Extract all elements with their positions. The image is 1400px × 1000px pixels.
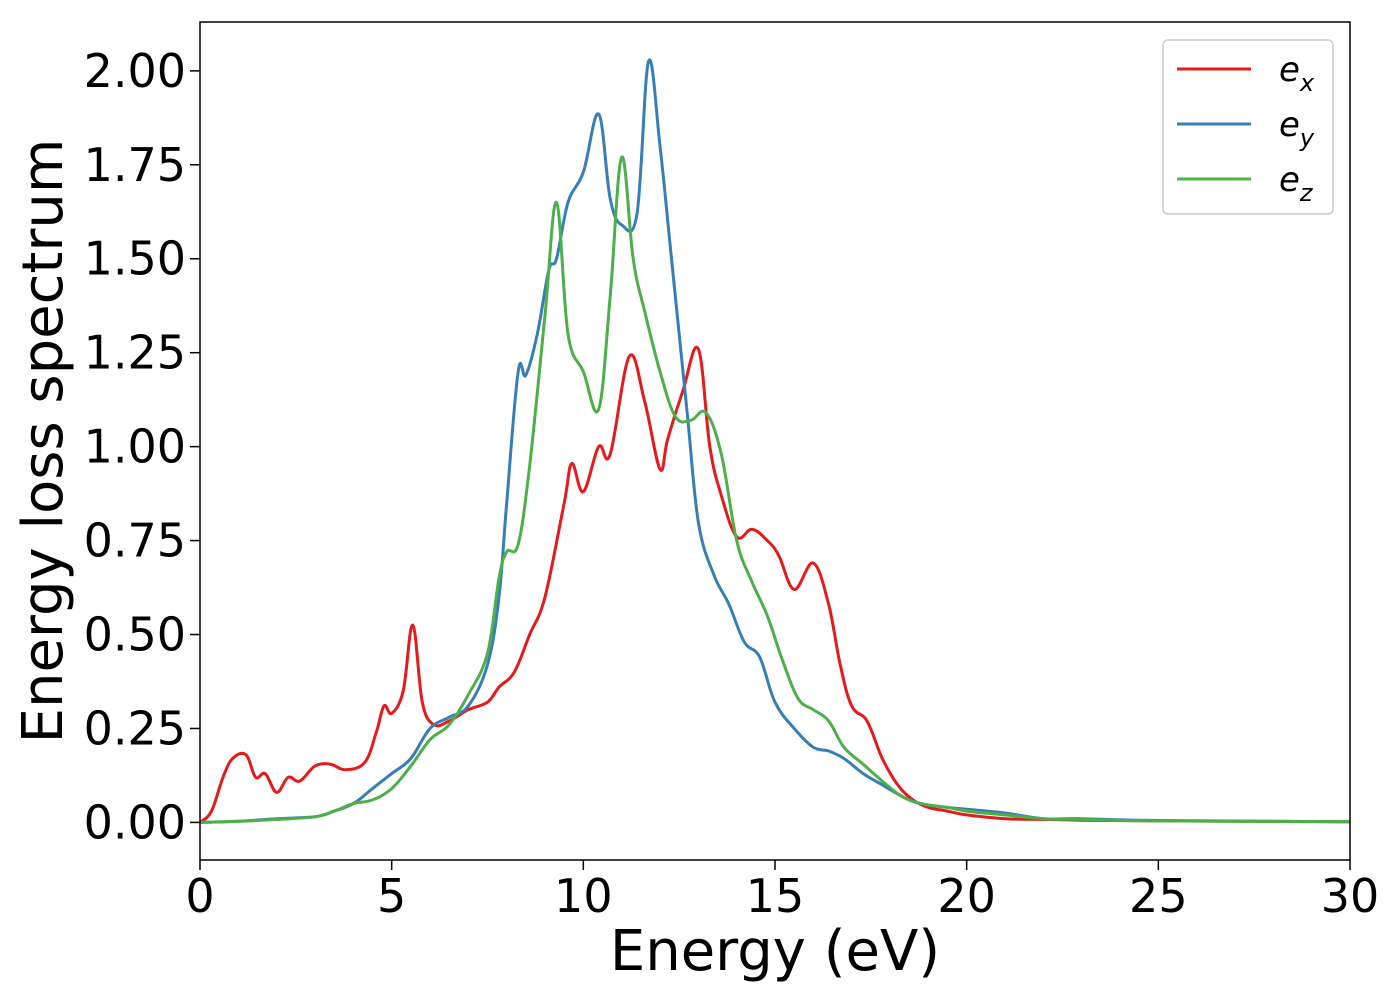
legend-box [1162,39,1334,215]
y-axis-label: Energy loss spectrum [11,139,76,744]
x-tick-label: 25 [1129,869,1188,923]
x-tick-label: 20 [937,869,996,923]
x-tick-label: 5 [377,869,406,923]
x-tick-label: 15 [746,869,805,923]
x-tick-label: 0 [185,869,214,923]
plot-lines [200,58,1350,824]
y-tick-label: 0.50 [84,608,186,662]
y-tick-label: 1.25 [84,326,186,380]
series-line-z [200,155,1350,824]
y-tick-label: 1.50 [84,232,186,286]
y-tick-label: 1.75 [84,138,186,192]
y-tick-label: 2.00 [84,44,186,98]
x-tick-label: 10 [554,869,613,923]
y-tick-label: 0.00 [84,795,186,849]
y-tick-label: 0.75 [84,514,186,568]
x-axis-label: Energy (eV) [610,919,940,984]
series-line-x [200,345,1350,824]
y-tick-label: 0.25 [84,701,186,755]
y-tick-label: 1.00 [84,420,186,474]
y-axis-ticks: 0.00 0.25 0.50 0.75 1.00 1.25 1.50 1.75 2.00 [84,44,200,849]
x-axis-ticks: 0 5 10 15 20 25 30 [185,860,1379,923]
x-tick-label: 30 [1321,869,1380,923]
